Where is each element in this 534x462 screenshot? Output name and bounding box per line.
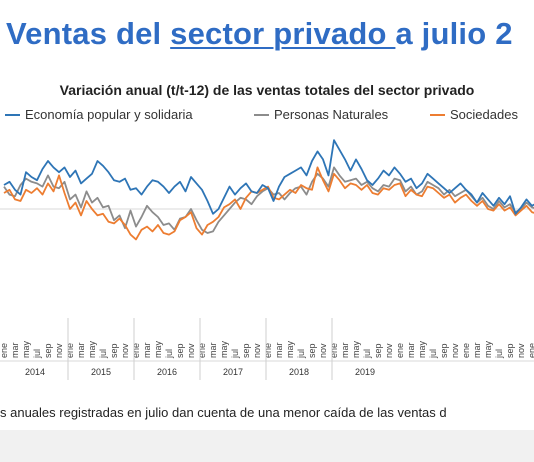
year-label: 2018 <box>289 367 309 377</box>
x-tick-label: may <box>351 340 361 358</box>
x-tick-label: jul <box>428 349 438 359</box>
x-tick-label: jul <box>98 349 108 359</box>
x-tick-label: mar <box>76 342 86 358</box>
x-tick-label: ene <box>461 343 471 358</box>
x-tick-label: may <box>417 340 427 358</box>
heading-part-3: a julio 2 <box>395 16 513 51</box>
x-tick-label: nov <box>516 343 526 358</box>
year-label: 2016 <box>157 367 177 377</box>
x-tick-label: ene <box>65 343 75 358</box>
x-tick-label: nov <box>54 343 64 358</box>
x-tick-label: jul <box>164 349 174 359</box>
x-tick-label: nov <box>318 343 328 358</box>
x-tick-label: may <box>219 340 229 358</box>
x-tick-label: nov <box>384 343 394 358</box>
x-tick-label: mar <box>472 342 482 358</box>
x-tick-label: may <box>153 340 163 358</box>
bottom-band <box>0 430 534 462</box>
chart-title: Variación anual (t/t-12) de las ventas t… <box>59 82 475 98</box>
heading-part-2: sector privado <box>170 16 396 51</box>
chart-legend: Economía popular y solidaria Personas Na… <box>0 107 534 125</box>
x-tick-label: nov <box>186 343 196 358</box>
x-tick-label: ene <box>527 343 534 358</box>
year-label: 2015 <box>91 367 111 377</box>
year-label: 2014 <box>25 367 45 377</box>
legend-label-sociedades: Sociedades <box>450 107 518 122</box>
year-label: 2017 <box>223 367 243 377</box>
line-chart: ene mar may jul sep nov ene mar may jul sep nov ene m… <box>0 139 534 380</box>
x-tick-label: sep <box>241 343 251 358</box>
legend-swatch-personas <box>254 113 269 116</box>
x-tick-label: jul <box>32 349 42 359</box>
x-tick-label: may <box>483 340 493 358</box>
x-tick-label: jul <box>296 349 306 359</box>
x-tick-label: mar <box>406 342 416 358</box>
x-tick-label: sep <box>439 343 449 358</box>
x-tick-label: sep <box>109 343 119 358</box>
x-tick-label: jul <box>362 349 372 359</box>
x-tick-label: jul <box>494 349 504 359</box>
x-tick-label: ene <box>329 343 339 358</box>
x-tick-label: mar <box>10 342 20 358</box>
x-tick-label: may <box>21 340 31 358</box>
legend-label-personas: Personas Naturales <box>274 107 389 122</box>
x-tick-label: mar <box>142 342 152 358</box>
x-tick-label: ene <box>131 343 141 358</box>
x-tick-label: sep <box>307 343 317 358</box>
x-tick-label: may <box>87 340 97 358</box>
x-tick-label: mar <box>208 342 218 358</box>
x-tick-label: may <box>285 340 295 358</box>
legend-swatch-economia <box>5 113 20 116</box>
x-tick-label: nov <box>450 343 460 358</box>
x-tick-label: sep <box>505 343 515 358</box>
x-tick-label: ene <box>197 343 207 358</box>
x-tick-label: ene <box>263 343 273 358</box>
x-tick-label: nov <box>120 343 130 358</box>
x-tick-label: sep <box>175 343 185 358</box>
x-tick-label: ene <box>0 343 9 358</box>
x-tick-label: mar <box>340 342 350 358</box>
x-tick-label: ene <box>395 343 405 358</box>
x-tick-label: sep <box>373 343 383 358</box>
legend-item-economia: Economía popular y solidaria <box>5 107 193 122</box>
legend-label-economia: Economía popular y solidaria <box>25 107 193 122</box>
x-tick-label: mar <box>274 342 284 358</box>
legend-swatch-sociedades <box>430 113 445 116</box>
series-line-2 <box>3 166 534 234</box>
heading-part-1: Ventas del <box>6 16 171 51</box>
series-line-1 <box>3 139 534 215</box>
caption-text: s anuales registradas en julio dan cuent… <box>0 405 447 420</box>
year-label: 2019 <box>355 367 375 377</box>
legend-item-sociedades: Sociedades <box>430 107 518 122</box>
legend-item-personas: Personas Naturales <box>254 107 388 122</box>
series-line-3 <box>3 166 534 241</box>
x-tick-label: jul <box>230 349 240 359</box>
x-tick-label: sep <box>43 343 53 358</box>
page-heading: Ventas del sector privado a julio 2 <box>6 16 513 52</box>
x-tick-label: nov <box>252 343 262 358</box>
